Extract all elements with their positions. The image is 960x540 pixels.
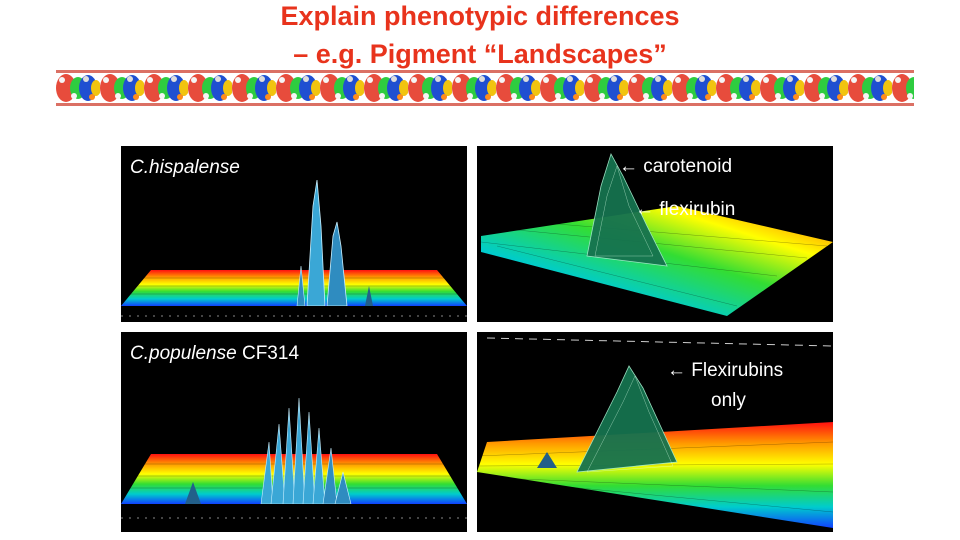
annotation-flexirubin: ← flexirubin	[635, 199, 736, 220]
spectrum-panel-bottom-right: ← Flexirubins only	[477, 332, 833, 532]
annotation-flexirubins: ← Flexirubins	[667, 360, 784, 381]
spectrum-plot-populense	[121, 397, 467, 532]
arrow-left-icon: ←	[619, 156, 638, 177]
arrow-left-icon: ←	[635, 199, 654, 220]
species-label-hispalense: C.hispalense	[130, 157, 240, 178]
annotation-carotenoid: ← carotenoid	[619, 156, 733, 177]
spectrum-plot-hispalense	[121, 179, 467, 322]
spectrum-plot-flexirubins	[477, 337, 833, 528]
spectrum-panel-top-right: ← carotenoid ← flexirubin	[477, 146, 833, 322]
dna-helix-banner	[56, 70, 914, 106]
slide-title-line1: Explain phenotypic differences	[280, 1, 680, 31]
annotation-only: only	[711, 390, 746, 411]
slide-title-line2: – e.g. Pigment “Landscapes”	[293, 39, 667, 69]
arrow-left-icon: ←	[667, 360, 686, 381]
species-label-populense: C.populense CF314	[130, 343, 300, 364]
spectrum-plot-carotenoid	[480, 152, 833, 316]
spectrum-panel-bottom-left: C.populense CF314	[121, 332, 467, 532]
spectrum-panel-top-left: C.hispalense	[121, 146, 467, 322]
